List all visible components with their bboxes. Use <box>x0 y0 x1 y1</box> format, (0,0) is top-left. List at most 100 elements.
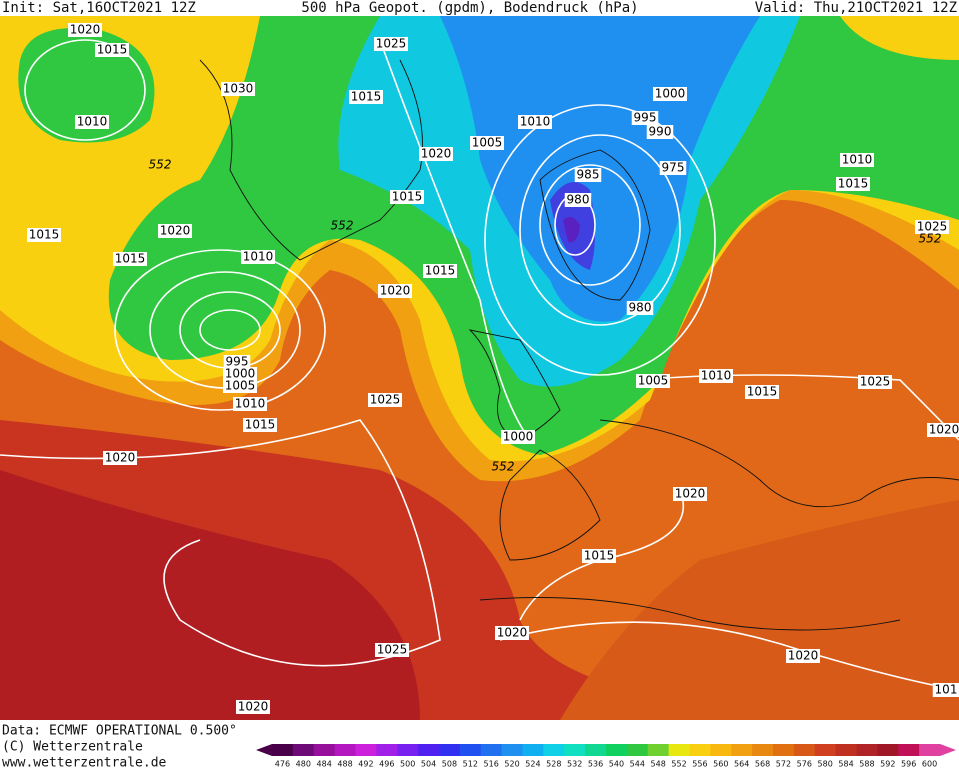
colorbar-box <box>376 744 398 756</box>
isobar-label: 1030 <box>223 82 254 96</box>
colorbar-tick-label: 500 <box>400 760 415 769</box>
label-bg <box>564 193 592 207</box>
colorbar-tick-label: 588 <box>859 760 874 769</box>
colorbar-box <box>334 744 356 756</box>
colorbar-box <box>480 744 503 756</box>
colorbar-tick-label: 596 <box>901 760 916 769</box>
colorbar-box <box>731 744 753 756</box>
colorbar-box <box>272 744 294 756</box>
colorbar-box <box>919 744 941 756</box>
label-bg <box>786 649 820 663</box>
isobar-label: 1000 <box>225 367 256 381</box>
colorbar-tick-label: 580 <box>818 760 833 769</box>
isobar-label: 552 <box>149 158 172 172</box>
colorbar-tick-label: 480 <box>296 760 311 769</box>
isobar <box>114 249 326 411</box>
colorbar-box <box>877 744 899 756</box>
isobar <box>499 621 959 691</box>
colorbar-tick-label: 572 <box>776 760 791 769</box>
colorbar-tick-label: 528 <box>546 760 561 769</box>
colorbar-tick-label: 496 <box>379 760 394 769</box>
isobar-label: 985 <box>577 168 600 182</box>
label-bg <box>840 153 874 167</box>
isobar-label: 1020 <box>70 23 101 37</box>
colorbar-tick-label: 508 <box>442 760 457 769</box>
isobar <box>539 164 641 286</box>
label-bg <box>223 355 251 369</box>
colorbar-box <box>752 744 774 756</box>
colorbar-arrow-right <box>940 744 956 756</box>
colorbar-box <box>585 744 607 756</box>
init-time: Init: Sat,16OCT2021 12Z <box>2 0 196 16</box>
colorbar-tick-label: 516 <box>484 760 499 769</box>
label-bg <box>646 125 674 139</box>
label-bg <box>27 228 61 242</box>
isobar-label: 1020 <box>380 284 411 298</box>
isobar-label: 1025 <box>860 375 891 389</box>
isobar-label: 995 <box>226 355 249 369</box>
label-bg <box>501 430 535 444</box>
label-bg <box>518 115 552 129</box>
isobar-label: 1005 <box>472 136 503 150</box>
colorbar-tick-label: 592 <box>880 760 895 769</box>
colorbar-box <box>459 744 482 756</box>
copyright: (C) Wetterzentrale <box>2 740 143 755</box>
isobar-label: 1015 <box>351 90 382 104</box>
field-darkred <box>0 470 420 720</box>
label-bg <box>423 264 457 278</box>
colorbar-tick-label: 484 <box>317 760 332 769</box>
colorbar-tick-label: 524 <box>525 760 540 769</box>
label-bg <box>699 369 733 383</box>
label-bg <box>927 423 959 437</box>
isobar-label: 1010 <box>243 250 274 264</box>
isobar-label: 1020 <box>675 487 706 501</box>
isobar-label: 552 <box>331 219 354 233</box>
colorbar-tick-label: 492 <box>358 760 373 769</box>
colorbar-box <box>626 744 649 756</box>
colorbar-tick-label: 548 <box>651 760 666 769</box>
label-bg <box>374 37 408 51</box>
label-bg <box>915 220 949 234</box>
isobar <box>484 104 716 376</box>
colorbar-box <box>668 744 690 756</box>
colorbar-tick-label: 544 <box>630 760 645 769</box>
isobar-label: 1010 <box>520 115 551 129</box>
isobar <box>199 309 261 351</box>
label-bg <box>631 111 659 125</box>
isobar-label: 1025 <box>370 393 401 407</box>
label-bg <box>636 374 670 388</box>
isobar <box>379 39 531 441</box>
valid-time: Valid: Thu,21OCT2021 12Z <box>755 0 957 16</box>
colorbar-box <box>856 744 878 756</box>
coast-scandinavia <box>539 149 651 301</box>
label-bg <box>626 301 654 315</box>
isobar-label: 1010 <box>701 369 732 383</box>
colorbar-box <box>543 744 565 756</box>
website: www.wetterzentrale.de <box>2 756 167 771</box>
isobar-label: 1000 <box>503 430 534 444</box>
label-bg <box>932 683 959 697</box>
isobar-label: 1020 <box>929 423 959 437</box>
isobar-label: 1020 <box>421 147 452 161</box>
isobar-label: 1025 <box>376 37 407 51</box>
label-bg <box>574 168 602 182</box>
isobar-label: 552 <box>492 460 515 474</box>
label-bg <box>378 284 412 298</box>
isobar-label: 1025 <box>377 643 408 657</box>
colorbar-box <box>439 744 461 756</box>
isobar-label: 1015 <box>115 252 146 266</box>
label-bg <box>390 190 424 204</box>
label-bg <box>75 115 109 129</box>
isobar-label: 1005 <box>638 374 669 388</box>
label-bg <box>375 643 409 657</box>
isobar-label: 980 <box>567 193 590 207</box>
isobar-label: 1020 <box>238 700 269 714</box>
isobar <box>639 374 959 441</box>
colorbar-tick-label: 476 <box>275 760 290 769</box>
label-bg <box>158 224 192 238</box>
label-bg <box>858 375 892 389</box>
label-bg <box>236 700 270 714</box>
colorbar: 476 480 484 488 492 496 500 504 508 512 516 520 524 5… <box>256 744 956 769</box>
